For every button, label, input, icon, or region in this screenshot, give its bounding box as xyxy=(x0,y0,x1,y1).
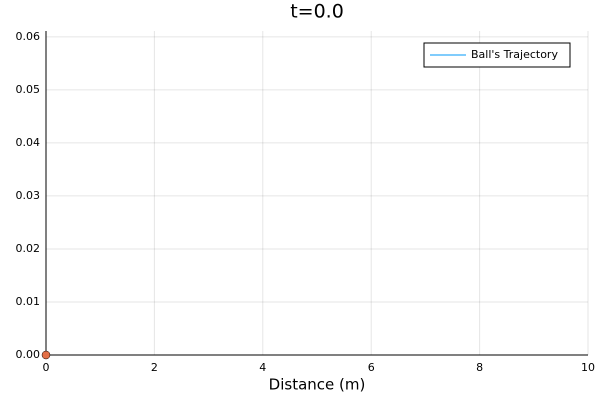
y-tick-label: 0.05 xyxy=(16,83,41,96)
x-tick-label: 4 xyxy=(259,361,266,374)
y-tick-label: 0.01 xyxy=(16,295,41,308)
legend-label: Ball's Trajectory xyxy=(471,48,558,61)
y-tick-label: 0.04 xyxy=(16,136,41,149)
x-axis-label: Distance (m) xyxy=(269,376,366,394)
x-tick-label: 2 xyxy=(151,361,158,374)
y-tick-label: 0.02 xyxy=(16,242,41,255)
x-tick-label: 0 xyxy=(43,361,50,374)
x-tick-label: 10 xyxy=(581,361,595,374)
x-tick-label: 8 xyxy=(476,361,483,374)
chart-title: t=0.0 xyxy=(290,1,344,23)
y-tick-label: 0.00 xyxy=(16,348,41,361)
x-tick-label: 6 xyxy=(368,361,375,374)
ball-marker xyxy=(41,350,51,360)
y-tick-label: 0.03 xyxy=(16,189,41,202)
y-tick-label: 0.06 xyxy=(16,30,41,43)
